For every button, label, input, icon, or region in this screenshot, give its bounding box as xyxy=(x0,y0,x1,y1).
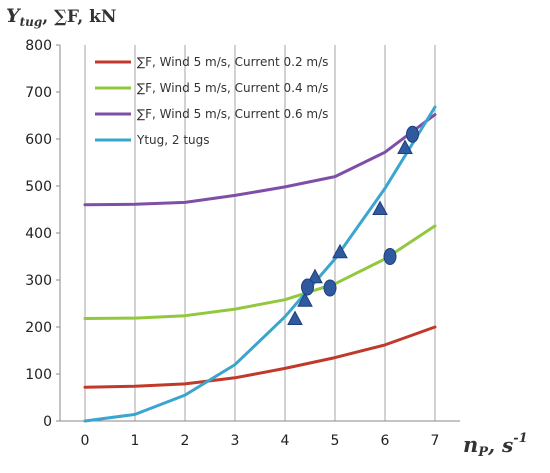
y-tick-label-7: 700 xyxy=(25,85,52,101)
x-tick-label-1: 1 xyxy=(131,433,140,449)
legend-label-1: ∑F, Wind 5 m/s, Current 0.4 m/s xyxy=(137,81,328,95)
triangle-marker-4 xyxy=(372,200,388,216)
legend-label-0: ∑F, Wind 5 m/s, Current 0.2 m/s xyxy=(137,55,328,69)
ellipse-marker-2 xyxy=(383,248,397,265)
grid xyxy=(84,45,436,421)
y-tick-label-4: 400 xyxy=(25,226,52,242)
x-tick-label-2: 2 xyxy=(181,433,190,449)
ellipse-marker-1 xyxy=(323,279,337,297)
y-tick-label-6: 600 xyxy=(25,132,52,148)
x-tick-label-7: 7 xyxy=(431,433,440,449)
ellipse-marker-0 xyxy=(301,278,314,296)
axes xyxy=(59,45,460,422)
triangle-marker-1 xyxy=(297,292,313,307)
legend-label-2: ∑F, Wind 5 m/s, Current 0.6 m/s xyxy=(137,107,328,121)
x-tick-label-6: 6 xyxy=(381,433,390,449)
y-tick-label-8: 800 xyxy=(25,38,52,54)
x-tick-label-4: 4 xyxy=(281,433,290,449)
series-line-3 xyxy=(83,105,437,423)
legend: ∑F, Wind 5 m/s, Current 0.2 m/s ∑F, Wind … xyxy=(95,55,328,147)
triangle-marker-3 xyxy=(332,243,348,259)
series-line-0 xyxy=(83,325,437,389)
series-lines xyxy=(83,105,437,423)
y-tick-label-0: 0 xyxy=(43,414,52,430)
triangle-marker-2 xyxy=(307,268,323,284)
y-tick-label-5: 500 xyxy=(25,179,52,195)
x-tick-labels: 0 1 2 3 4 5 6 7 xyxy=(81,433,440,449)
x-axis-title: nP, s-1 xyxy=(463,431,528,460)
y-tick-label-1: 100 xyxy=(25,367,52,383)
triangle-marker-0 xyxy=(287,310,303,326)
triangle-marker-5 xyxy=(397,139,413,154)
data-markers xyxy=(287,125,419,326)
y-tick-label-2: 200 xyxy=(25,320,52,336)
ellipse-marker-3 xyxy=(406,125,419,143)
x-tick-label-3: 3 xyxy=(231,433,240,449)
series-line-1 xyxy=(83,224,437,320)
legend-label-3: Ytug, 2 tugs xyxy=(136,133,210,147)
x-tick-label-0: 0 xyxy=(81,433,90,449)
x-tick-label-5: 5 xyxy=(331,433,340,449)
y-tick-labels: 0 100 200 300 400 500 600 700 800 xyxy=(25,38,60,430)
y-axis-title: Ytug, ∑F, kN xyxy=(6,5,116,29)
series-line-2 xyxy=(83,113,437,207)
y-tick-label-3: 300 xyxy=(25,273,52,289)
